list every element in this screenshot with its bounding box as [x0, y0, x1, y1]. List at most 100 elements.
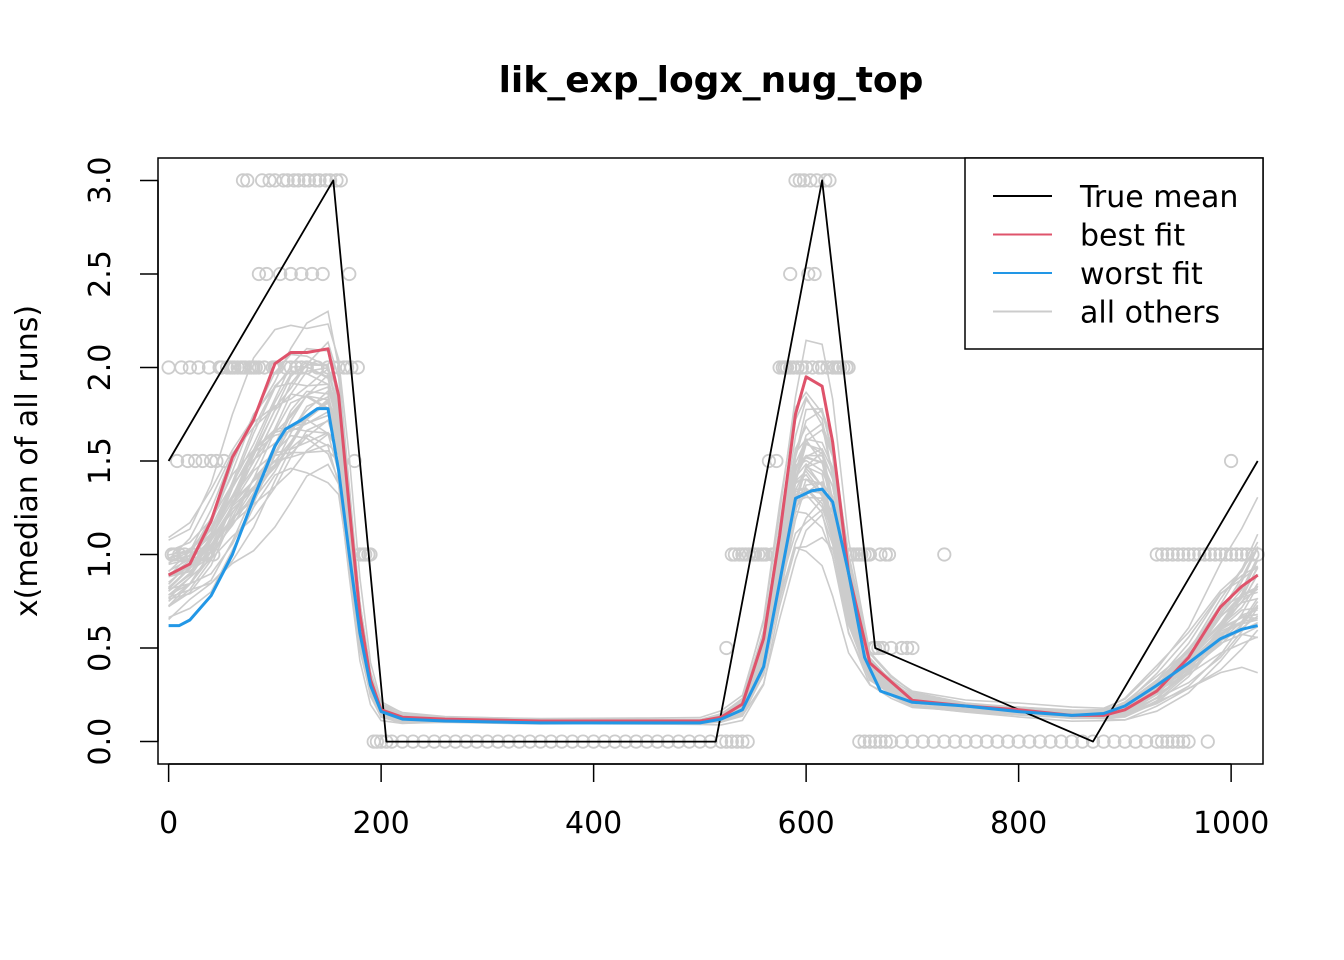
observation-point: [899, 640, 915, 656]
observation-point: [1170, 547, 1186, 562]
y-tick-label: 2.5: [83, 250, 118, 298]
legend-label-true-mean: True mean: [1079, 180, 1238, 215]
observation-point: [1032, 734, 1048, 749]
observation-point: [1234, 547, 1249, 562]
observation-point: [818, 173, 833, 188]
observation-point: [1224, 453, 1239, 469]
observation-point: [729, 734, 745, 749]
observation-point: [1224, 547, 1239, 562]
observation-point: [894, 734, 909, 749]
observation-point: [238, 360, 253, 375]
observation-point: [1107, 734, 1122, 749]
observation-point: [719, 734, 734, 749]
legend-box: [964, 157, 1264, 350]
observation-point: [937, 734, 952, 749]
observation-point: [807, 266, 822, 282]
observation-point: [278, 360, 293, 375]
observation-point: [280, 173, 295, 188]
observation-point: [188, 453, 203, 469]
observation-point: [1229, 547, 1244, 562]
y-tick-label: 3.0: [83, 157, 118, 205]
observation-point: [1165, 547, 1180, 562]
observation-point: [288, 360, 304, 375]
observation-point: [1160, 734, 1175, 749]
observation-point: [1181, 734, 1196, 749]
observation-point: [301, 173, 316, 188]
observation-point: [794, 360, 810, 375]
observation-point: [1075, 734, 1090, 749]
observation-point: [182, 360, 197, 375]
observation-point: [1218, 547, 1233, 562]
observation-point: [1085, 734, 1101, 749]
observation-point: [251, 360, 266, 375]
observation-point: [177, 547, 192, 562]
chart-title: lik_exp_logx_nug_top: [499, 60, 924, 101]
observation-point: [868, 734, 883, 749]
observation-point: [814, 360, 830, 375]
observation-point: [968, 734, 984, 749]
observation-point: [235, 173, 251, 188]
observation-point: [1064, 734, 1079, 749]
legend-label-best-fit: best fit: [1080, 219, 1185, 254]
observation-point: [166, 547, 181, 562]
y-tick-label: 1.0: [83, 531, 118, 579]
observation-point: [1160, 547, 1175, 562]
observation-point: [1250, 547, 1265, 562]
observation-point: [251, 266, 266, 282]
observation-point: [740, 734, 755, 749]
observation-point: [727, 547, 743, 562]
observation-point: [857, 734, 872, 749]
observation-point: [304, 266, 320, 282]
observation-point: [1197, 547, 1212, 562]
observation-point: [947, 734, 963, 749]
observation-point: [990, 734, 1005, 749]
observation-point: [174, 360, 189, 375]
observation-point: [339, 360, 355, 375]
observation-point: [801, 266, 816, 282]
other-run-line: [168, 401, 1259, 724]
series-line-true-mean: [167, 179, 1259, 743]
observation-point: [881, 547, 897, 562]
observation-point: [905, 734, 920, 749]
observation-point: [299, 360, 314, 375]
observation-point: [822, 173, 837, 188]
x-tick-label: 200: [352, 806, 409, 841]
observation-point: [342, 266, 357, 282]
observation-point: [805, 360, 820, 375]
observation-point: [294, 360, 309, 375]
observation-point: [905, 640, 920, 656]
series-line-worst-fit: [168, 407, 1259, 725]
observation-point: [1176, 547, 1191, 562]
observation-point: [1000, 734, 1016, 749]
observation-point: [206, 547, 221, 562]
observation-point: [915, 734, 931, 749]
axes-layer: 0 200 400 600 800 1000 0.0 0.5 1.0 1.5 2.0 2.5 3.0: [83, 157, 1269, 841]
observation-point: [758, 547, 773, 562]
observation-point: [170, 453, 185, 469]
observation-point: [1128, 734, 1143, 749]
observation-point: [1245, 547, 1260, 562]
observation-point: [1155, 547, 1170, 562]
other-run-line: [168, 463, 1258, 726]
observation-point: [769, 453, 784, 469]
observation-point: [180, 453, 195, 469]
observation-point: [873, 734, 888, 749]
observation-point: [318, 173, 333, 188]
observation-point: [310, 360, 325, 375]
observation-point: [240, 173, 255, 188]
y-tick-label: 0.0: [83, 718, 118, 766]
observation-point: [262, 173, 277, 188]
x-tick-label: 600: [777, 806, 834, 841]
y-tick-label: 1.5: [83, 437, 118, 485]
observation-point: [369, 734, 384, 749]
observation-point: [1165, 734, 1180, 749]
observation-point: [1117, 734, 1133, 749]
observation-point: [852, 734, 867, 749]
observation-point: [735, 734, 750, 749]
observation-point: [937, 547, 952, 562]
observation-point: [297, 173, 312, 188]
observation-point: [862, 734, 878, 749]
other-run-line: [168, 310, 1259, 721]
